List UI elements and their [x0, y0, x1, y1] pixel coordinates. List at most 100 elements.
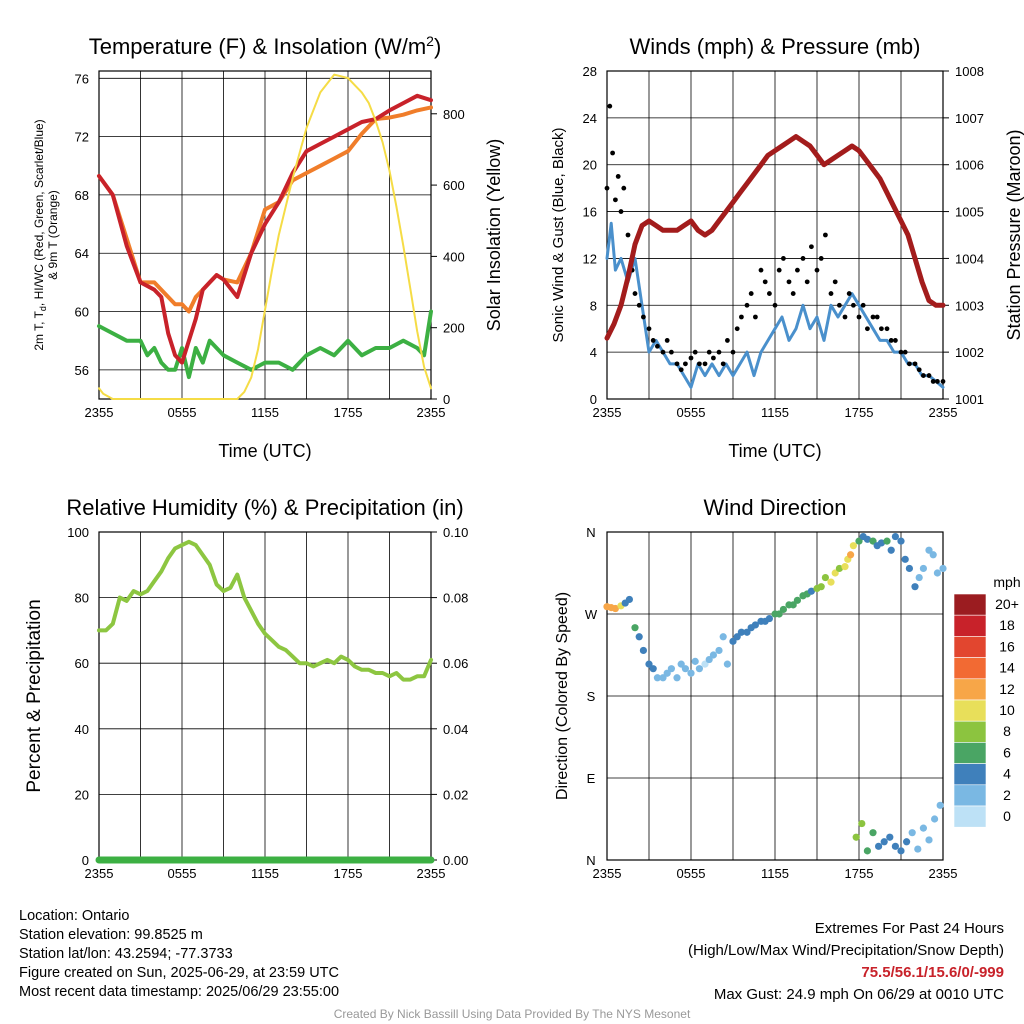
winds-ytick-right-label: 1006 — [955, 158, 984, 173]
9m-t-orange-line — [97, 105, 433, 314]
winds-ytick-right-label: 1003 — [955, 298, 984, 313]
temperature-xtick-label: 1155 — [251, 405, 279, 420]
colorbar-swatch — [953, 742, 987, 764]
station-info: Location: Ontario Station elevation: 99.… — [19, 907, 339, 1002]
direction-point — [625, 595, 634, 604]
extremes-title: Extremes For Past 24 Hours — [814, 920, 1004, 937]
gust-black-point — [610, 150, 615, 156]
gust-black-point — [730, 349, 736, 355]
direction-point — [925, 836, 933, 844]
direction-point — [936, 801, 944, 809]
winds-ytick-right-label: 1005 — [955, 205, 984, 220]
direction-point — [701, 660, 709, 668]
gust-black-point — [650, 338, 656, 343]
direction-point — [925, 546, 933, 554]
direction-point — [905, 564, 914, 573]
solar-insolation-yellow-line — [98, 73, 432, 400]
temperature-xtick-label: 2355 — [417, 405, 446, 420]
gust-black-point — [655, 343, 660, 349]
gust-black-point — [912, 361, 918, 367]
direction-point — [858, 819, 866, 828]
direction-point — [855, 537, 863, 545]
direction-point — [715, 646, 723, 655]
gust-black-point — [856, 314, 862, 320]
colorbar-swatch — [953, 614, 987, 637]
direction-point — [827, 578, 835, 586]
title-superscript: 2 — [426, 33, 434, 49]
humidity-ytick-right-label: 0.06 — [443, 656, 468, 671]
colorbar-label: 16 — [999, 638, 1015, 654]
direction-point — [719, 633, 727, 641]
gust-black-point — [851, 302, 856, 308]
gust-black-point — [916, 367, 922, 373]
direction-point — [852, 833, 860, 841]
colorbar-label: 0 — [1003, 808, 1011, 824]
direction-point — [807, 587, 816, 595]
direction-point — [817, 583, 825, 591]
direction-point — [659, 674, 667, 682]
direction-point — [635, 633, 643, 641]
gust-black-point — [874, 314, 880, 320]
gust-black-point — [720, 361, 726, 367]
gust-black-point — [678, 367, 684, 373]
direction-point — [887, 546, 895, 554]
temperature-xtick-label: 0555 — [168, 405, 197, 420]
temperature-xtick-label: 1755 — [334, 405, 363, 420]
winds-ytick-right-label: 1001 — [955, 392, 984, 407]
gust-black-point — [702, 361, 708, 367]
gust-black-point — [711, 355, 716, 361]
direction-point — [897, 847, 905, 855]
direction-ytick-label: E — [587, 771, 596, 786]
direction-point — [687, 669, 695, 677]
direction-point — [869, 537, 877, 545]
direction-point — [919, 824, 928, 832]
winds-title: Winds (mph) & Pressure (mb) — [630, 34, 921, 59]
direction-ytick-label: N — [586, 853, 595, 868]
gust-black-point — [884, 326, 890, 332]
sonic-wind-blue-line — [605, 221, 945, 389]
gust-black-point — [632, 291, 638, 296]
temperature-ytick-left-label: 64 — [75, 246, 89, 261]
colorbar-swatch — [953, 763, 987, 786]
direction-point — [743, 628, 751, 636]
ylabel-subscript: d — [38, 306, 48, 311]
colorbar-swatch — [953, 720, 987, 743]
latlon-text: Station lat/lon: 43.2594; -77.3733 — [19, 946, 233, 962]
gust-black-point — [921, 373, 926, 378]
temperature-title: Temperature (F) & Insolation (W/m2) — [89, 33, 442, 59]
temperature-ytick-left-label: 60 — [75, 305, 89, 320]
gust-black-point — [940, 379, 946, 384]
direction-point — [911, 583, 919, 591]
direction-point — [681, 665, 690, 673]
colorbar-unit-label: mph — [993, 574, 1020, 590]
humidity-xtick-label: 0555 — [168, 866, 197, 881]
humidity-ytick-left-label: 0 — [82, 853, 89, 868]
gust-black-point — [907, 361, 912, 367]
direction-point — [849, 542, 858, 550]
gust-black-point — [692, 349, 698, 355]
humidity-ytick-right-label: 0.02 — [443, 787, 468, 802]
winds-ytick-left-label: 20 — [583, 158, 597, 173]
humidity-xtick-label: 1155 — [251, 866, 279, 881]
direction-point — [929, 551, 937, 559]
winds-ytick-right-label: 1004 — [955, 251, 984, 266]
gust-black-point — [935, 379, 940, 384]
temperature-xtick-label: 2355 — [85, 405, 114, 420]
direction-point — [639, 646, 648, 655]
colorbar-label: 4 — [1003, 766, 1011, 782]
direction-point — [915, 573, 923, 582]
humidity-ytick-right-label: 0.04 — [443, 722, 468, 737]
gust-black-point — [865, 326, 870, 332]
humidity-xtick-label: 2355 — [417, 866, 446, 881]
gust-black-point — [625, 232, 631, 238]
direction-point — [863, 535, 872, 543]
direction-point — [847, 551, 855, 559]
humidity-ytick-left-label: 40 — [75, 722, 89, 737]
direction-point — [903, 838, 911, 846]
gust-black-point — [767, 291, 772, 296]
gust-black-point — [846, 291, 852, 296]
relative-humidity-line — [97, 539, 433, 682]
gust-black-point — [814, 267, 820, 273]
direction-point — [793, 596, 802, 604]
gust-black-point — [739, 314, 744, 320]
